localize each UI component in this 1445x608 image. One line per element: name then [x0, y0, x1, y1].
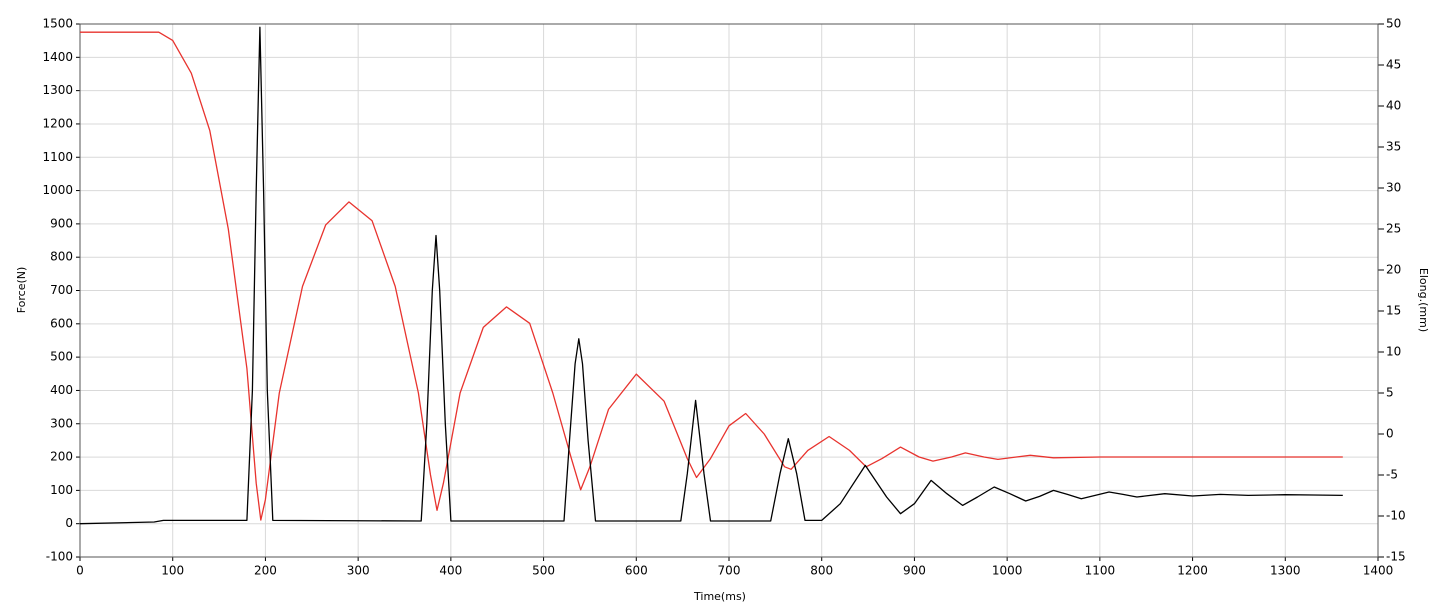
y2-tick-label: 25 [1386, 222, 1401, 236]
y-tick-label: 1100 [42, 150, 73, 164]
x-tick-label: 0 [76, 564, 84, 578]
y-tick-label: 1500 [42, 17, 73, 31]
y2-tick-label: 45 [1386, 58, 1401, 72]
y2-tick-label: 30 [1386, 181, 1401, 195]
y-tick-label: 700 [50, 283, 73, 297]
y2-tick-label: 50 [1386, 17, 1401, 31]
x-tick-label: 800 [810, 564, 833, 578]
y2-tick-label: -5 [1386, 468, 1398, 482]
x-tick-label: 700 [718, 564, 741, 578]
x-tick-label: 1400 [1363, 564, 1394, 578]
x-tick-label: 1100 [1085, 564, 1116, 578]
y-tick-label: 800 [50, 250, 73, 264]
y2-tick-label: 35 [1386, 140, 1401, 154]
y-tick-label: 300 [50, 416, 73, 430]
y-tick-label: 600 [50, 316, 73, 330]
y2-axis-label: Elong.(mm) [1417, 268, 1430, 332]
y2-tick-label: -10 [1386, 509, 1406, 523]
y-tick-label: 1400 [42, 50, 73, 64]
x-tick-label: 1200 [1177, 564, 1208, 578]
series-line [79, 26, 1343, 525]
y-tick-label: 900 [50, 216, 73, 230]
x-tick-label: 300 [347, 564, 370, 578]
x-tick-label: 200 [254, 564, 277, 578]
x-tick-label: 600 [625, 564, 648, 578]
y-tick-label: 400 [50, 383, 73, 397]
y-tick-label: -100 [46, 550, 73, 564]
y2-tick-label: 40 [1386, 99, 1401, 113]
x-tick-label: 500 [532, 564, 555, 578]
x-tick-label: 900 [903, 564, 926, 578]
x-tick-label: 400 [439, 564, 462, 578]
x-tick-label: 1000 [992, 564, 1023, 578]
y-tick-label: 200 [50, 450, 73, 464]
y-tick-label: 0 [65, 516, 73, 530]
series-line [80, 31, 1343, 521]
y2-tick-label: 15 [1386, 304, 1401, 318]
y-tick-label: 1300 [42, 83, 73, 97]
y-tick-label: 100 [50, 483, 73, 497]
y-tick-label: 1200 [42, 116, 73, 130]
y2-tick-label: 5 [1386, 386, 1394, 400]
x-tick-label: 100 [161, 564, 184, 578]
y-axis-label: Force(N) [15, 267, 28, 314]
plot-frame [79, 23, 1379, 558]
y2-tick-label: -15 [1386, 550, 1406, 564]
y2-tick-label: 0 [1386, 427, 1394, 441]
y2-tick-label: 20 [1386, 263, 1401, 277]
y2-tick-label: 10 [1386, 345, 1401, 359]
x-tick-label: 1300 [1270, 564, 1301, 578]
y-tick-label: 500 [50, 350, 73, 364]
x-axis-label: Time(ms) [693, 590, 746, 603]
y-tick-label: 1000 [42, 183, 73, 197]
